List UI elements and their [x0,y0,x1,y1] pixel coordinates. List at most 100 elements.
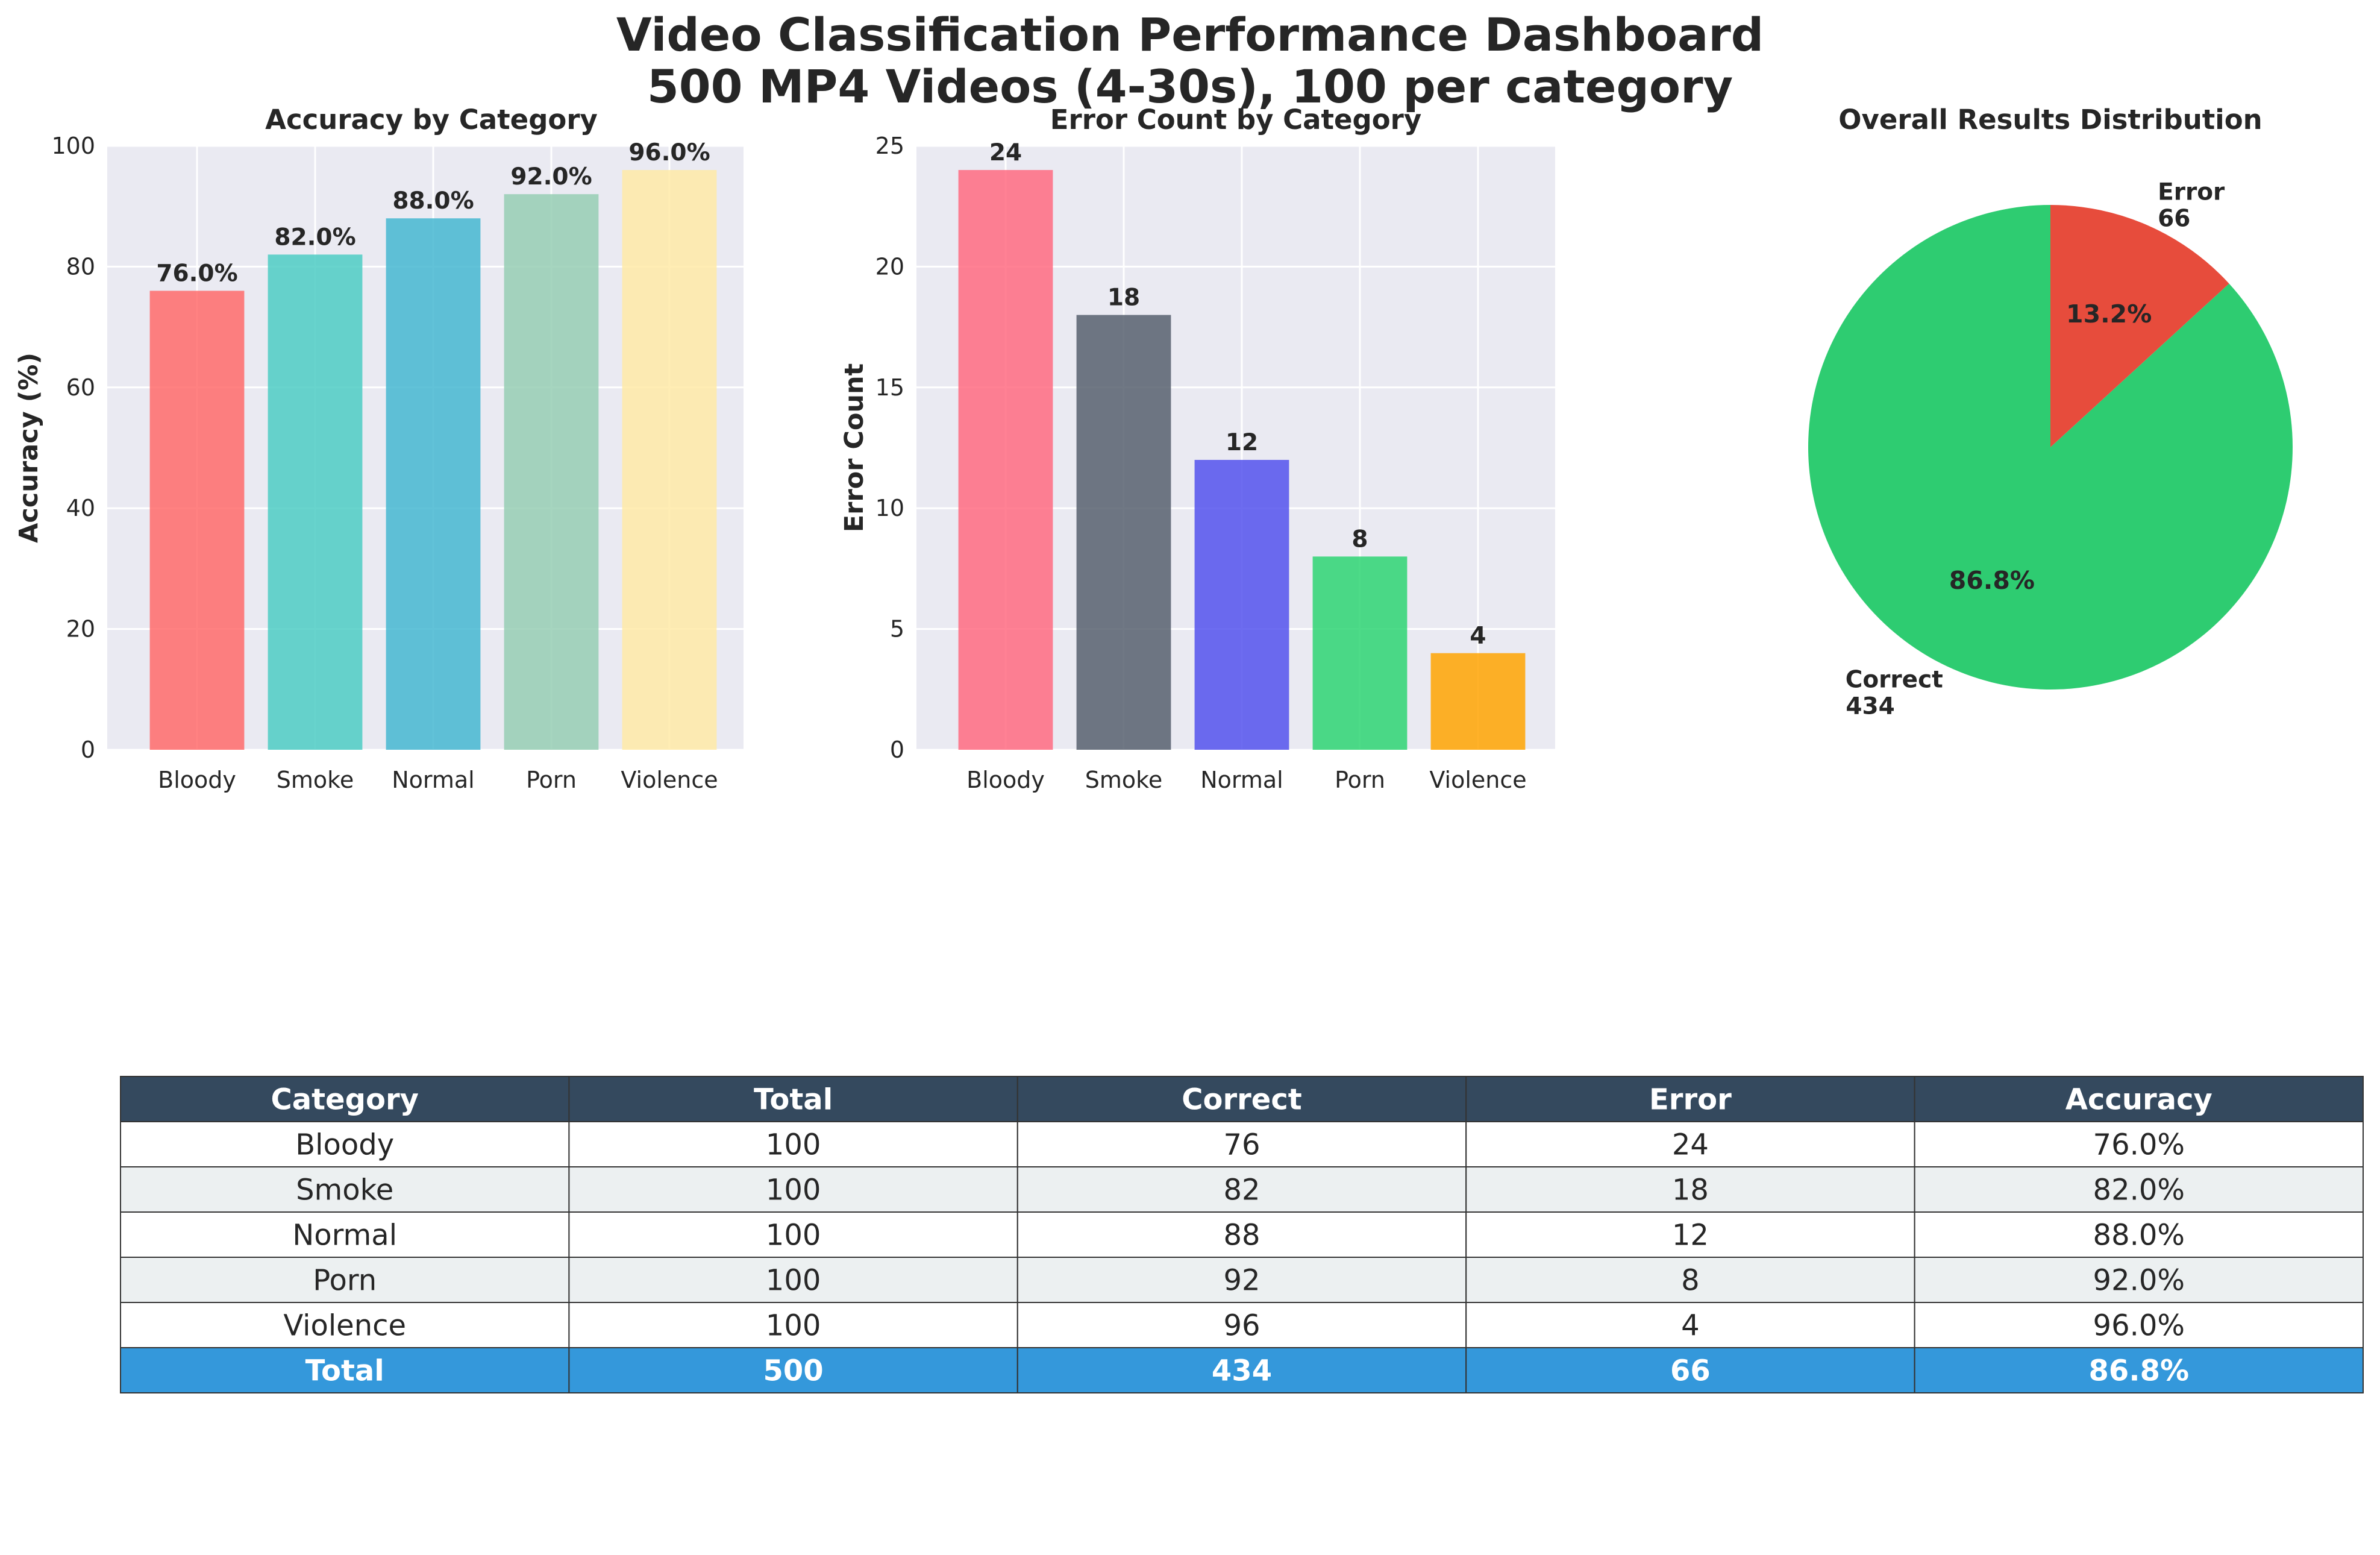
table-cell [1465,1257,1915,1303]
accuracy-y-tick-label: 20 [66,616,95,642]
table-row: Bloody 100 76 24 76.0% [120,1121,2364,1167]
table-cell-text: 12 [1672,1219,1709,1252]
table-cell-text: 92 [1223,1264,1260,1298]
accuracy-value-label: 82.0% [274,224,355,251]
table-row: Porn 100 92 8 92.0% [120,1257,2364,1303]
table-cell-text: 96.0% [2093,1309,2185,1343]
table-cell-text: 100 [766,1173,821,1207]
accuracy-x-tick-label: Violence [621,767,718,793]
accuracy-value-label: 96.0% [628,139,710,166]
pie-percent-label: 13.2% [2066,300,2152,328]
table-cell [1914,1257,2364,1303]
accuracy-bar-smoke [268,254,363,750]
accuracy-value-label: 88.0% [392,187,474,215]
accuracy-y-tick-label: 40 [66,495,95,521]
error-x-tick-label: Bloody [966,767,1045,793]
table-cell-text: 18 [1672,1173,1709,1207]
accuracy-value-label: 92.0% [510,163,592,190]
table-cell [568,1302,1018,1348]
table-cell-text: Normal [292,1219,397,1252]
table-cell [568,1076,1018,1122]
error-y-tick-label: 20 [875,253,904,280]
table-cell-text: 8 [1681,1264,1700,1298]
table-cell-text: Bloody [295,1128,394,1162]
accuracy-x-tick-label: Bloody [158,767,236,793]
table-cell-text: 82.0% [2093,1173,2185,1207]
figure-title-line2: 500 MP4 Videos (4-30s), 100 per category [647,60,1733,113]
table-row: Normal 100 88 12 88.0% [120,1211,2364,1258]
error-y-tick-label: 15 [875,374,904,401]
table-cell-text: 100 [766,1309,821,1343]
table-cell [568,1347,1018,1393]
table-cell-text: 86.8% [2089,1354,2190,1388]
accuracy-chart-title: Accuracy by Category [265,104,598,136]
error-x-tick-label: Smoke [1085,767,1162,793]
accuracy-x-tick-label: Normal [392,767,475,793]
accuracy-bar-violence [622,170,717,750]
table-cell-text: Category [271,1083,418,1117]
accuracy-y-axis-label: Accuracy (%) [14,353,44,543]
table-cell-text: 88 [1223,1219,1260,1252]
accuracy-value-label: 76.0% [156,260,237,287]
table-cell [1016,1302,1467,1348]
error-y-axis-label: Error Count [839,363,869,532]
results-table: Category Total Correct Error Accuracy Bloody 1… [120,1076,2364,1393]
accuracy-x-tick-label: Porn [526,767,577,793]
table-cell [1914,1166,2364,1213]
error-x-tick-label: Porn [1335,767,1385,793]
figure-title-line1: Video Classification Performance Dashboa… [616,8,1764,61]
error-y-tick-label: 5 [890,616,904,642]
table-cell [568,1166,1018,1213]
error-value-label: 12 [1226,429,1258,456]
table-cell-text: 100 [766,1219,821,1252]
table-total-row: Total 500 434 66 86.8% [120,1347,2364,1393]
table-cell [120,1166,570,1213]
table-cell-text: Total [754,1083,833,1117]
table-cell-text: 92.0% [2093,1264,2185,1298]
table-cell-text: 4 [1681,1309,1700,1343]
table-cell [1914,1347,2364,1393]
accuracy-x-tick-label: Smoke [277,767,354,793]
table-cell [1016,1347,1467,1393]
error-y-tick-label: 0 [890,737,904,763]
table-header-row: Category Total Correct Error Accuracy [120,1076,2364,1122]
table-cell [568,1257,1018,1303]
pie-slice-label: Correct [1846,667,1943,694]
error-x-tick-label: Normal [1200,767,1283,793]
accuracy-chart: 76.0% 82.0% 88.0% 92.0% 96.0% Bloody Smoke Nor… [14,104,744,793]
accuracy-y-tick-label: 100 [51,133,95,159]
table-cell [1465,1211,1915,1258]
error-value-label: 18 [1107,284,1140,312]
accuracy-bar-bloody [149,291,245,750]
error-bar-normal [1194,460,1289,750]
accuracy-y-tick-label: 80 [66,253,95,280]
pie-slice-label: Error [2158,178,2225,206]
table-cell [568,1211,1018,1258]
table-cell-text: 100 [766,1128,821,1162]
table-cell-text: Porn [313,1264,377,1298]
table-row: Smoke 100 82 18 82.0% [120,1166,2364,1213]
table-cell-text: 76.0% [2093,1128,2185,1162]
table-cell-text: 434 [1212,1354,1272,1388]
accuracy-bar-porn [504,194,599,750]
table-cell-text: Accuracy [2065,1083,2212,1117]
pie-slice-count: 434 [1846,693,1894,720]
accuracy-y-tick-label: 60 [66,374,95,401]
error-value-label: 4 [1470,623,1486,650]
table-cell-text: 76 [1223,1128,1260,1162]
error-count-chart: 24 18 12 8 4 Bloody Smoke Normal Porn Violence 0… [839,104,1555,793]
table-cell-text: 24 [1672,1128,1709,1162]
accuracy-bar-normal [386,218,481,750]
error-bar-smoke [1076,315,1171,750]
results-pie-chart: Overall Results Distribution 86.8% Correc… [1808,104,2293,720]
pie-chart-title: Overall Results Distribution [1838,104,2262,136]
table-cell-text: Correct [1182,1083,1302,1117]
pie-slice-error [2050,205,2229,447]
table-cell-text: 500 [763,1354,823,1388]
table-cell [120,1121,570,1167]
error-chart-title: Error Count by Category [1050,104,1421,136]
error-y-tick-label: 10 [875,495,904,521]
table-cell [120,1347,570,1393]
table-row: Violence 100 96 4 96.0% [120,1302,2364,1348]
